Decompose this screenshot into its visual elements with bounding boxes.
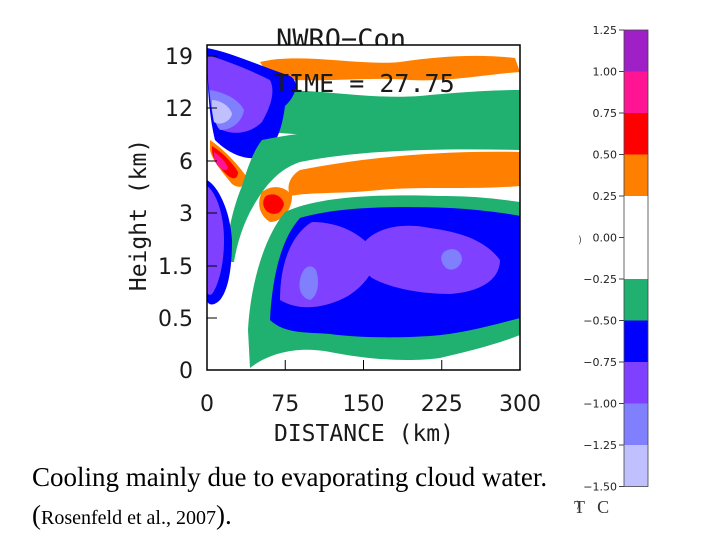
colorbar-swatch — [624, 362, 648, 404]
colorbar-label: 0.00 — [593, 232, 618, 245]
colorbar-swatch — [624, 154, 648, 196]
contour-red-left — [212, 146, 238, 179]
y-axis-title: Height (km) — [126, 139, 152, 291]
colorbar-label: 0.25 — [593, 190, 618, 203]
colorbar-label: 1.00 — [593, 66, 618, 79]
colorbar-swatch — [624, 196, 648, 238]
colorbar-swatch — [624, 403, 648, 445]
contour-orange-top — [260, 55, 520, 81]
caption-citation: Rosenfeld et al., 2007 — [41, 507, 216, 529]
colorbar-unit: T C — [574, 497, 614, 517]
colorbar-swatch — [624, 445, 648, 487]
y-tick-label: 19 — [165, 45, 193, 70]
colorbar: 1.25 1.00 0.75 0.50 0.25 0.00 −0.25 −0.50 −0.75 −… — [583, 24, 649, 494]
colorbar-label: −1.00 — [583, 398, 617, 411]
x-tick-label: 0 — [200, 392, 214, 417]
caption-main: Cooling mainly due to evaporating cloud … — [32, 462, 548, 530]
colorbar-stray-mark: ) — [576, 500, 580, 511]
colorbar-swatch — [624, 237, 648, 279]
x-axis-title: DISTANCE (km) — [274, 421, 454, 447]
contour-red-blob — [263, 194, 284, 214]
colorbar-label: −0.25 — [583, 273, 617, 286]
colorbar-swatch — [624, 113, 648, 155]
colorbar-label: −1.50 — [583, 481, 617, 494]
y-tick-label: 0 — [179, 359, 193, 384]
contour-orange-middle — [288, 151, 520, 196]
colorbar-label: 0.75 — [593, 107, 618, 120]
x-tick-label: 75 — [271, 392, 299, 417]
y-tick-label: 1.5 — [158, 255, 193, 280]
contour-light-lower-right — [441, 249, 462, 270]
colorbar-swatch — [624, 30, 648, 72]
colorbar-swatch — [624, 71, 648, 113]
colorbar-label: 0.50 — [593, 149, 618, 162]
caption: Cooling mainly due to evaporating cloud … — [32, 458, 552, 537]
contour-green-middle — [226, 125, 520, 263]
y-tick-label: 12 — [165, 97, 193, 122]
colorbar-label: −0.50 — [583, 315, 617, 328]
colorbar-stray-mark: ) — [578, 235, 582, 246]
colorbar-label: −1.25 — [583, 439, 617, 452]
contour-green-top — [258, 90, 520, 136]
x-axis: 0 75 150 225 300 — [200, 360, 541, 417]
chart-subtitle: TIME = 27.75 — [274, 69, 455, 98]
caption-close: ). — [215, 500, 232, 530]
y-tick-label: 3 — [179, 202, 193, 227]
colorbar-label: −0.75 — [583, 356, 617, 369]
contour-palest-topleft — [212, 100, 232, 124]
colorbar-label: 1.25 — [593, 24, 618, 37]
colorbar-frame — [623, 29, 649, 487]
contour-magenta-left — [214, 152, 228, 171]
y-axis: 0 0.5 1.5 3 6 12 19 — [158, 45, 217, 384]
colorbar-swatch — [624, 279, 648, 321]
colorbar-swatch — [624, 320, 648, 362]
y-tick-label: 6 — [179, 150, 193, 175]
contour-light-lower-left — [299, 266, 318, 300]
x-tick-label: 150 — [343, 392, 385, 417]
contour-violet-lower-right — [358, 225, 500, 294]
plot-area — [207, 45, 520, 370]
x-tick-label: 300 — [499, 392, 541, 417]
y-tick-label: 0.5 — [158, 307, 193, 332]
x-tick-label: 225 — [421, 392, 463, 417]
